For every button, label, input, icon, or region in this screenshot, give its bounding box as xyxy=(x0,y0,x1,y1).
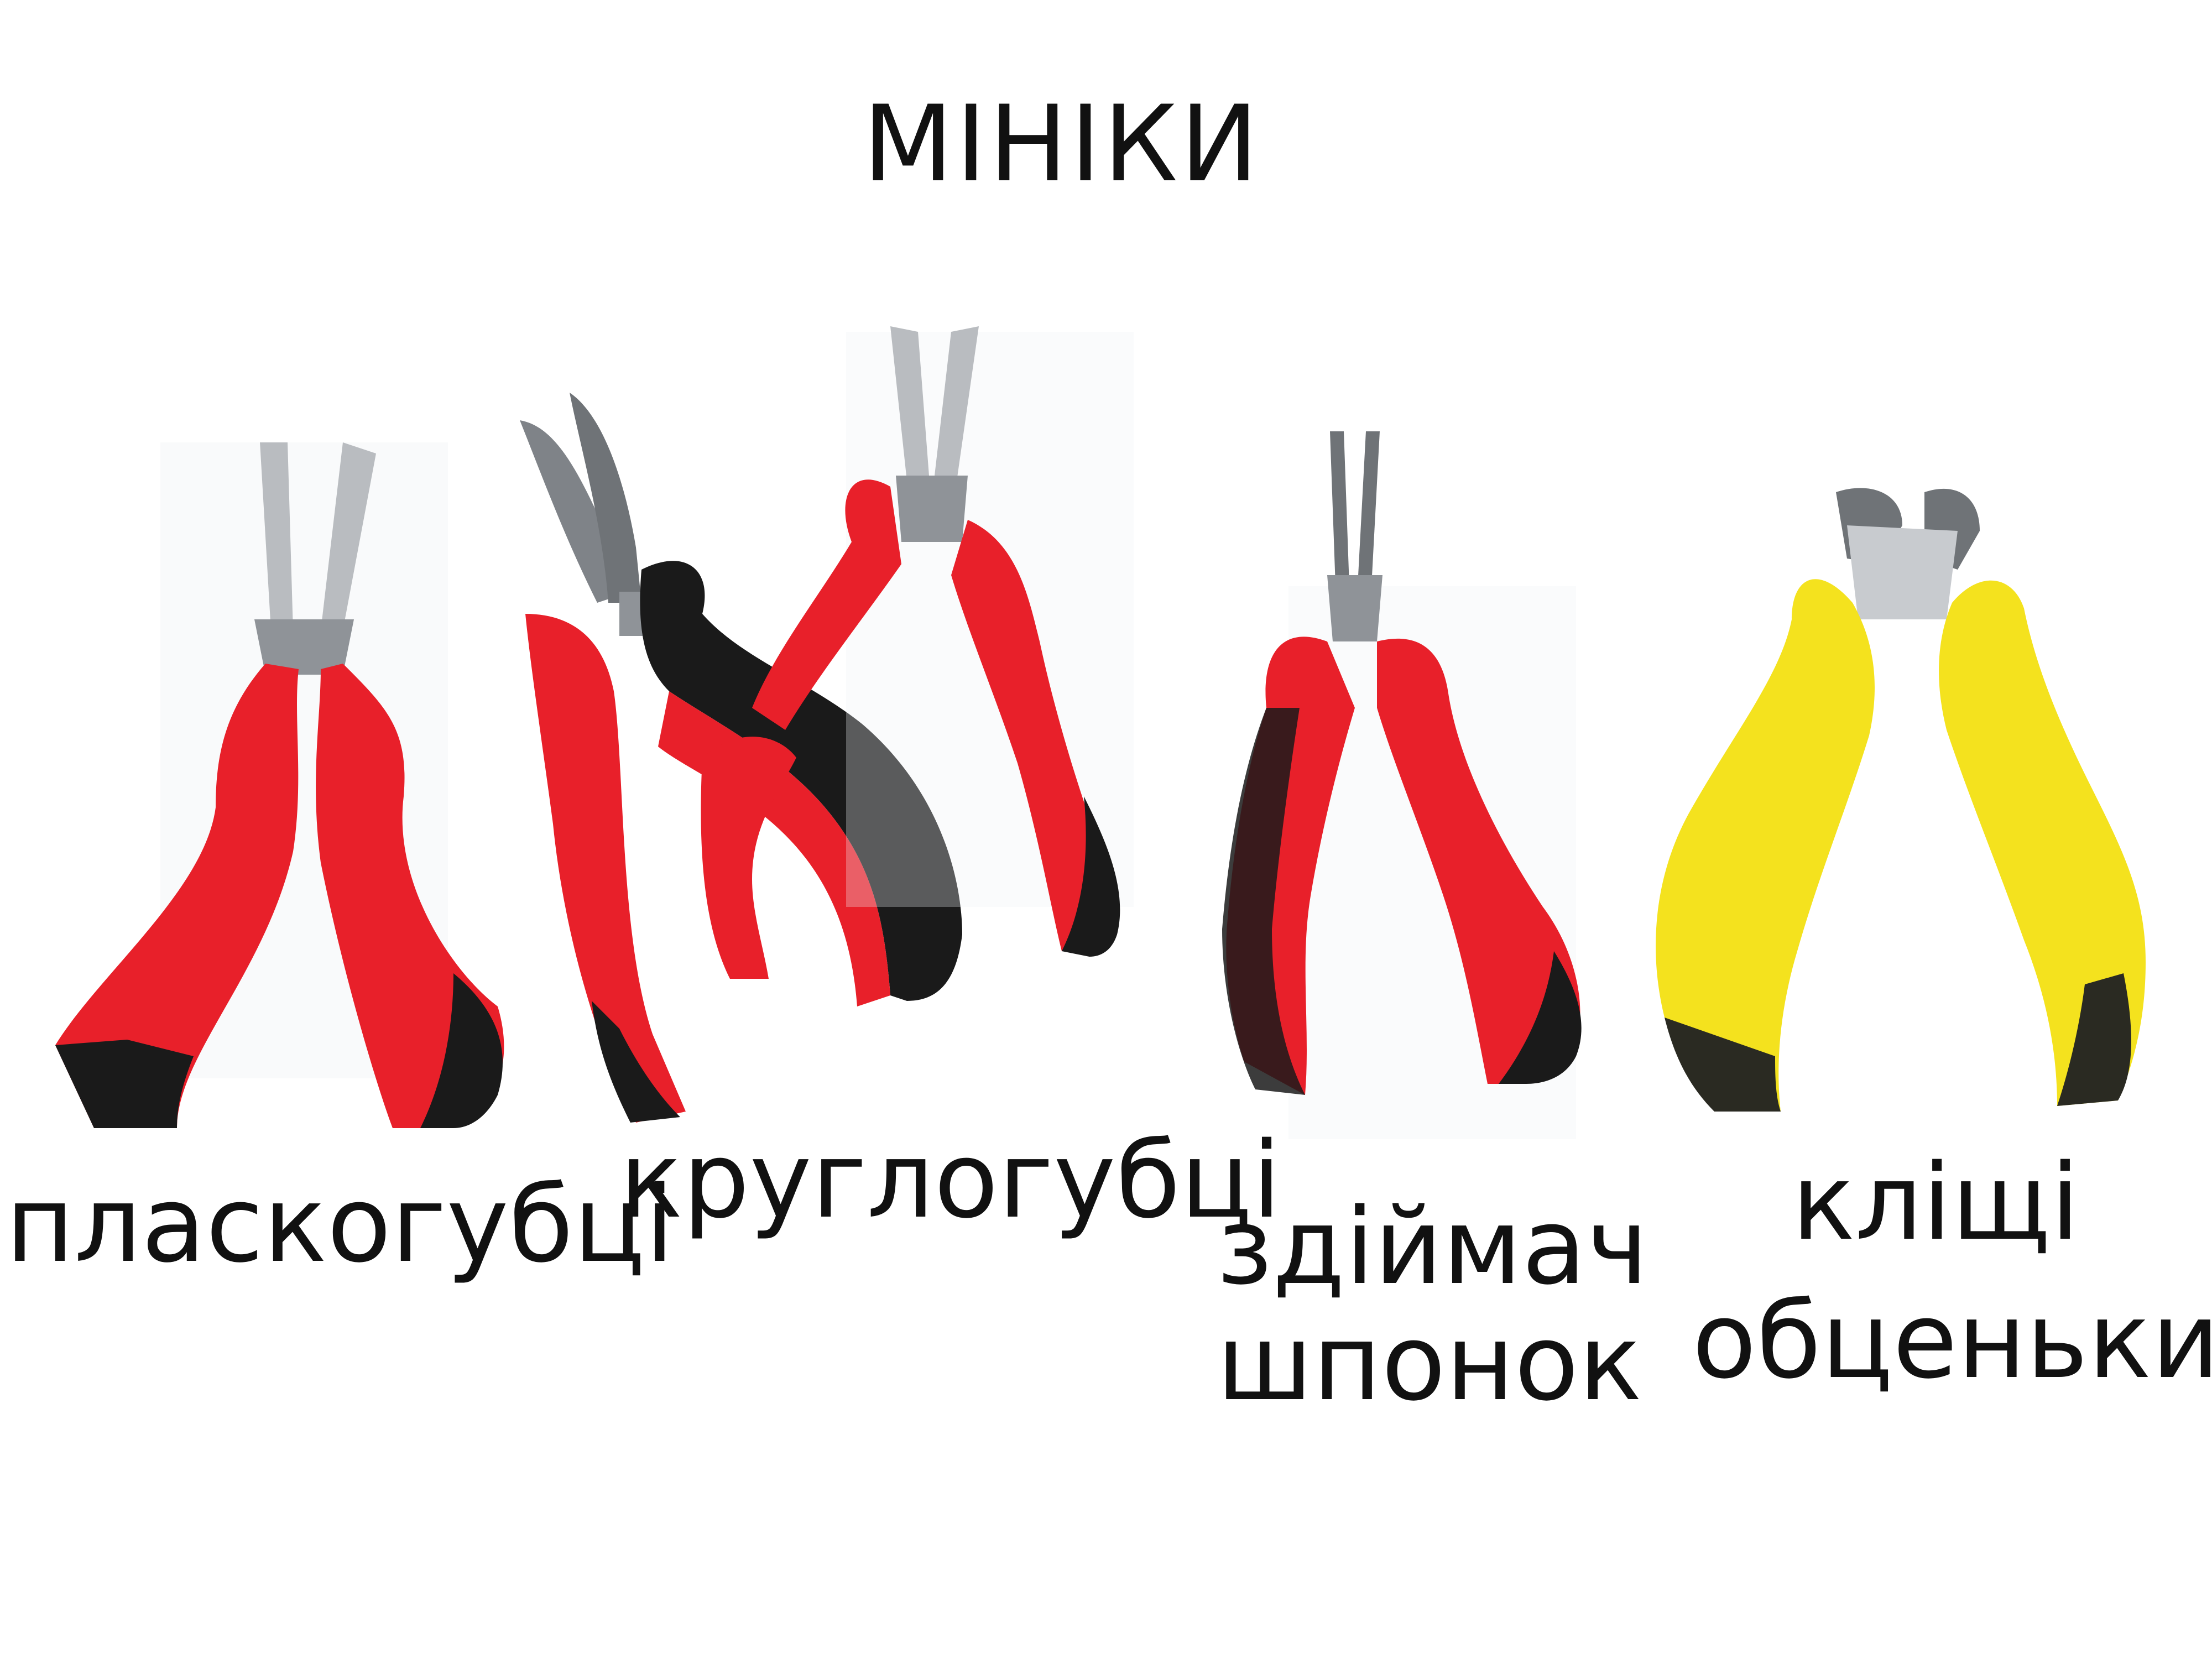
label-bent-nose-pliers: круглогубці xyxy=(619,1119,1281,1241)
label-flat-nose-pliers: пласкогубці xyxy=(6,1164,675,1286)
bent-nose-pliers-image xyxy=(520,382,1018,1128)
label-end-nippers-line2: обценьки xyxy=(1692,1280,2212,1402)
label-key-remover-line1: здіймач xyxy=(1217,1186,1648,1308)
label-end-nippers-line1: кліщі xyxy=(1792,1141,2080,1264)
label-key-remover-line2: шпонок xyxy=(1217,1302,1642,1424)
end-cutting-nippers-image xyxy=(1637,476,2184,1139)
needle-nose-pliers-image xyxy=(708,310,1206,1001)
round-nose-pliers-image xyxy=(1200,420,1631,1194)
flat-nose-pliers-image xyxy=(33,420,531,1161)
page-title: МІНІКИ xyxy=(863,83,1261,205)
